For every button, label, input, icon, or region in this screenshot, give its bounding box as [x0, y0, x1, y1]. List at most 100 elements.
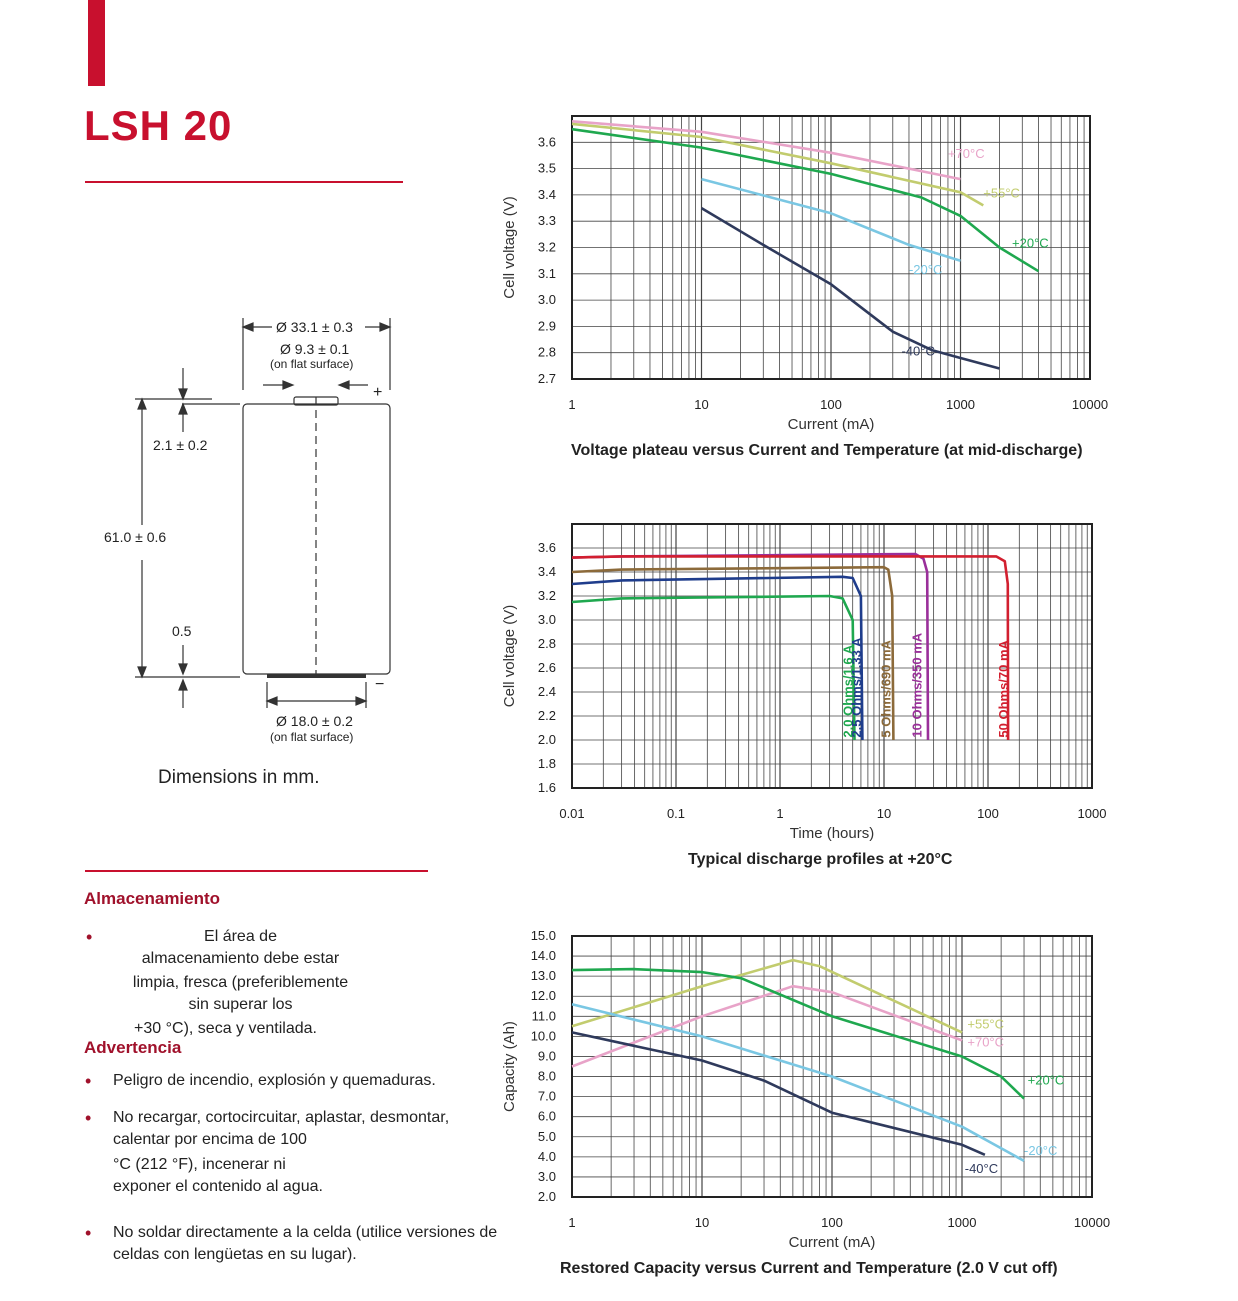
series-line [571, 555, 1010, 741]
y-tick-label: 11.0 [532, 1008, 556, 1023]
warning-item-2-line-3: °C (212 °F), incenerar ni [113, 1156, 286, 1173]
dim-top-height: 2.1 ± 0.2 [153, 437, 208, 453]
y-tick-label: 7.0 [538, 1089, 556, 1104]
y-tick-label: 2.9 [538, 318, 556, 333]
dim-outer-diameter: Ø 33.1 ± 0.3 [276, 319, 353, 335]
y-tick-label: 3.2 [538, 240, 556, 255]
x-tick-label: 100 [820, 397, 842, 412]
y-tick-label: 3.2 [538, 588, 556, 603]
series-line [571, 552, 930, 741]
series-line [700, 206, 1000, 370]
section-divider [85, 870, 428, 872]
y-tick-label: 13.0 [531, 968, 556, 983]
voltage-plateau-chart: 2.7 2.8 2.9 3.0 3.1 3.2 3.3 3.4 3.5 3.6 1 10 100 1000… [501, 115, 1108, 433]
series-label: 2.0 Ohms/1.6 A [841, 644, 856, 737]
storage-line-2: almacenamiento debe estar [141, 950, 340, 967]
storage-heading: Almacenamiento [84, 889, 221, 908]
y-tick-label: 1.8 [538, 756, 556, 771]
y-tick-label: 2.8 [538, 636, 556, 651]
header-accent-bar [88, 0, 105, 86]
dim-height: 61.0 ± 0.6 [104, 529, 167, 545]
series-label: +20°C [1028, 1073, 1065, 1088]
y-tick-label: 9.0 [538, 1048, 556, 1063]
storage-line-3: limpia, fresca (preferiblemente [132, 974, 349, 991]
y-tick-label: 2.4 [538, 684, 556, 699]
warning-item-3: • No soldar directamente a la celda (uti… [85, 1222, 498, 1266]
discharge-profile-chart: 1.6 1.8 2.0 2.2 2.4 2.6 2.8 3.0 3.2 3.4 3.6 0.01 0.1… [501, 523, 1107, 842]
x-tick-label: 0.01 [559, 806, 584, 821]
series-label: -20°C [909, 262, 942, 277]
dim-bottom-note: (on flat surface) [270, 730, 354, 744]
y-tick-label: 3.6 [538, 134, 556, 149]
y-tick-label: 4.0 [538, 1149, 556, 1164]
y-tick-label: 3.4 [538, 187, 556, 202]
x-axis-label: Current (mA) [789, 1234, 876, 1251]
plus-terminal-symbol: + [373, 384, 383, 401]
warning-heading: Advertencia [84, 1038, 182, 1057]
y-tick-label: 3.0 [538, 1169, 556, 1184]
y-tick-label: 2.8 [538, 345, 556, 360]
x-tick-label: 0.1 [667, 806, 685, 821]
series-line [571, 967, 1025, 1100]
series-line [571, 1003, 1025, 1163]
x-tick-label: 1 [776, 806, 783, 821]
series-line [571, 120, 961, 181]
plot-frame [571, 523, 1093, 789]
warning-item-1-text: Peligro de incendio, explosión y quemadu… [113, 1072, 436, 1089]
x-tick-label: 1 [568, 1215, 575, 1230]
y-tick-label: 3.0 [538, 612, 556, 627]
y-tick-label: 10.0 [531, 1028, 556, 1043]
series-label: 10 Ohms/350 mA [910, 632, 925, 737]
dim-top-diameter: Ø 9.3 ± 0.1 [280, 341, 350, 357]
series-line [571, 122, 984, 207]
title-divider [85, 181, 403, 183]
y-tick-label: 1.6 [538, 780, 556, 795]
y-tick-label: 3.3 [538, 213, 556, 228]
warning-item-2-line-1: No recargar, cortocircuitar, aplastar, d… [113, 1109, 450, 1126]
y-tick-label: 3.6 [538, 540, 556, 555]
x-tick-label: 100 [821, 1215, 843, 1230]
storage-line-1: El área de [204, 928, 277, 945]
series-label: -20°C [1024, 1143, 1057, 1158]
y-tick-label: 3.1 [538, 266, 556, 281]
warning-item-1: • Peligro de incendio, explosión y quemad… [85, 1071, 436, 1091]
series-line [571, 127, 1040, 273]
warning-item-2-line-4: exponer el contenido al agua. [113, 1178, 323, 1195]
series-label: +55°C [967, 1016, 1004, 1031]
series-label: -40°C [965, 1161, 998, 1176]
series-label: -40°C [901, 343, 934, 358]
series-line [571, 958, 963, 1034]
y-tick-label: 2.6 [538, 660, 556, 675]
series-label: +55°C [983, 186, 1020, 201]
x-tick-label: 1000 [948, 1215, 977, 1230]
series-line [571, 565, 895, 741]
series-label: +20°C [1012, 236, 1049, 251]
x-tick-label: 1000 [1078, 806, 1107, 821]
x-axis-label: Time (hours) [790, 825, 874, 842]
x-tick-label: 10000 [1072, 397, 1108, 412]
y-axis-label: Cell voltage (V) [501, 196, 518, 299]
series-label: 2.5 Ohms/1.33 A [849, 637, 864, 738]
x-tick-label: 1000 [946, 397, 975, 412]
y-tick-label: 3.0 [538, 292, 556, 307]
chart3-title: Restored Capacity versus Current and Tem… [560, 1260, 1058, 1277]
series-label: +70°C [948, 146, 985, 161]
series-line [701, 177, 961, 262]
warning-item-2-line-2: calentar por encima de 100 [113, 1131, 307, 1148]
y-tick-label: 14.0 [531, 948, 556, 963]
series-line [571, 984, 963, 1068]
dim-bottom-diameter: Ø 18.0 ± 0.2 [276, 713, 353, 729]
y-tick-label: 2.2 [538, 708, 556, 723]
x-tick-label: 10 [695, 1215, 709, 1230]
y-tick-label: 2.0 [538, 732, 556, 747]
minus-terminal-symbol: − [375, 676, 385, 693]
y-tick-label: 3.4 [538, 564, 556, 579]
series-line [571, 1031, 986, 1156]
series-line [571, 594, 856, 741]
y-tick-label: 3.5 [538, 161, 556, 176]
plot-frame [571, 115, 1091, 380]
warning-item-3-line-1: No soldar directamente a la celda (utili… [113, 1224, 498, 1241]
dim-top-note: (on flat surface) [270, 357, 354, 371]
warning-item-2: • No recargar, cortocircuitar, aplastar,… [85, 1107, 450, 1198]
x-tick-label: 10000 [1074, 1215, 1110, 1230]
